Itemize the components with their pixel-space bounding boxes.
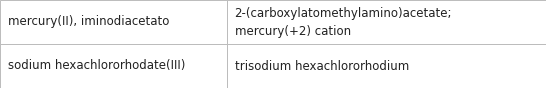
Text: mercury(II), iminodiacetato: mercury(II), iminodiacetato <box>8 15 169 29</box>
Bar <box>0 0 227 44</box>
Text: sodium hexachlororhodate(III): sodium hexachlororhodate(III) <box>8 59 186 73</box>
Bar <box>227 0 546 44</box>
Bar <box>227 44 546 88</box>
Text: 2-(carboxylatomethylamino)acetate;
mercury(+2) cation: 2-(carboxylatomethylamino)acetate; mercu… <box>235 7 452 37</box>
Bar <box>0 44 227 88</box>
Text: trisodium hexachlororhodium: trisodium hexachlororhodium <box>235 59 409 73</box>
